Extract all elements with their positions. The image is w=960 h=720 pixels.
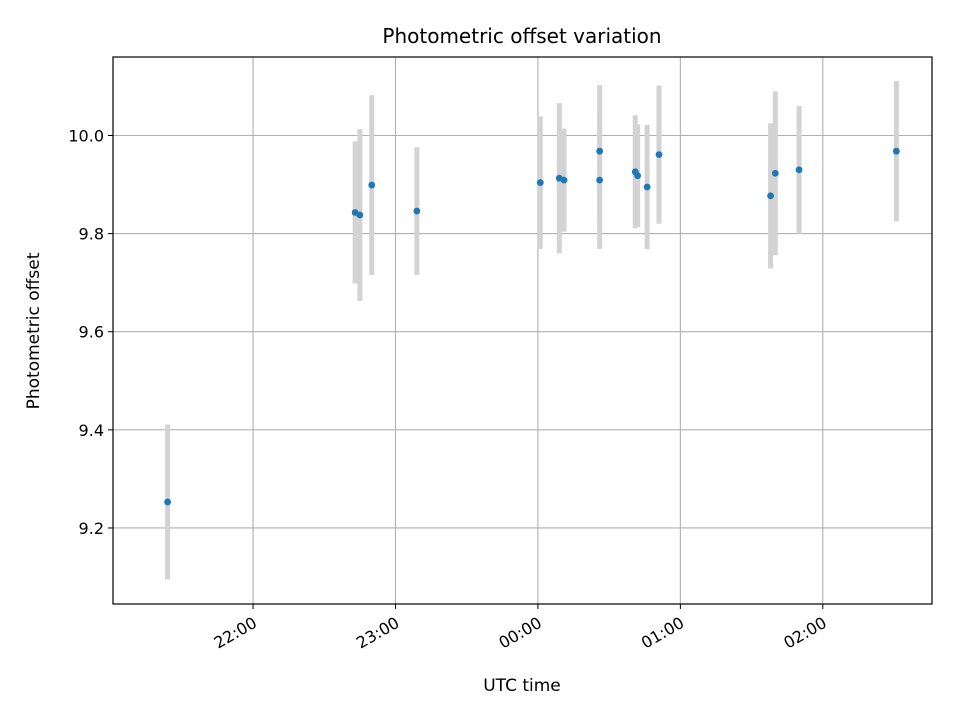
- y-tick-label: 9.8: [79, 225, 104, 244]
- chart-title: Photometric offset variation: [382, 24, 661, 48]
- data-point: [634, 172, 642, 180]
- data-point: [596, 176, 604, 184]
- data-points: [164, 147, 900, 506]
- data-point: [771, 169, 779, 177]
- data-point: [413, 207, 421, 215]
- y-axis-label: Photometric offset: [24, 252, 44, 409]
- y-tick-label: 9.2: [79, 519, 104, 538]
- data-point: [368, 181, 376, 189]
- x-axis-label: UTC time: [483, 676, 561, 696]
- y-tick-label: 9.4: [79, 421, 104, 440]
- data-point: [795, 166, 803, 174]
- y-tick-label: 10.0: [68, 126, 104, 145]
- data-point: [596, 147, 604, 155]
- y-axis-ticks: 9.2 9.4 9.6 9.8 10.0: [68, 126, 113, 538]
- data-point: [643, 183, 651, 191]
- data-point: [356, 211, 364, 219]
- data-point: [536, 179, 544, 186]
- y-tick-label: 9.6: [79, 323, 104, 342]
- data-point: [767, 192, 774, 200]
- plot-area-frame: [112, 56, 933, 605]
- data-point: [892, 147, 900, 155]
- data-point: [164, 498, 172, 506]
- data-point: [560, 176, 568, 184]
- data-point: [655, 151, 663, 159]
